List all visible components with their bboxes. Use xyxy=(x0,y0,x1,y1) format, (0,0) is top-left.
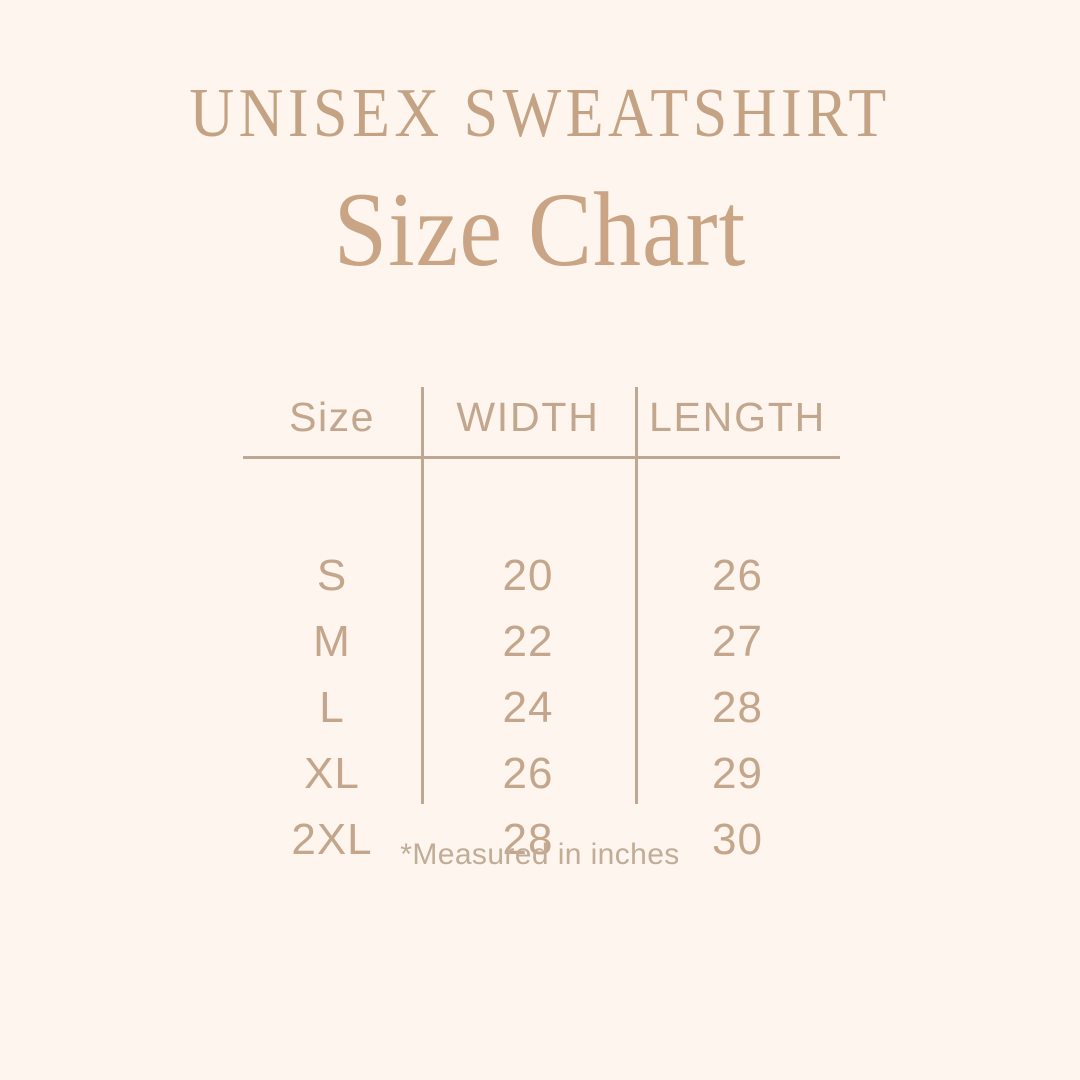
size-table: Size WIDTH LENGTH S 20 26 M 22 27 L 24 xyxy=(243,383,840,864)
cell-width: 20 xyxy=(502,551,554,600)
cell-width: 28 xyxy=(502,815,554,864)
title-size-chart: Size Chart xyxy=(333,170,747,289)
cell-size: M xyxy=(313,617,351,666)
cell-width: 24 xyxy=(502,683,554,732)
cell-width: 26 xyxy=(502,749,554,798)
column-divider-1 xyxy=(421,387,424,804)
cell-length: 26 xyxy=(712,551,763,600)
cell-length: 27 xyxy=(712,617,763,666)
column-divider-2 xyxy=(635,387,638,804)
cell-length: 30 xyxy=(712,815,763,864)
header-divider xyxy=(243,456,840,459)
table-row: S 20 26 xyxy=(243,527,840,609)
table-row: L 24 28 xyxy=(243,675,840,741)
table-row: XL 26 29 xyxy=(243,741,840,807)
column-header-length: LENGTH xyxy=(648,394,827,440)
cell-size: 2XL xyxy=(291,815,373,864)
cell-length: 29 xyxy=(712,749,763,798)
cell-length: 28 xyxy=(712,683,763,732)
table-body: S 20 26 M 22 27 L 24 28 XL 26 29 xyxy=(243,527,840,873)
cell-size: XL xyxy=(304,749,360,798)
size-table-grid: Size WIDTH LENGTH S 20 26 M 22 27 L 24 xyxy=(243,383,840,873)
measurement-note: *Measured in inches xyxy=(400,838,680,871)
column-header-width: WIDTH xyxy=(456,394,600,440)
cell-size: L xyxy=(319,683,345,732)
page-title: UNISEX SWEATSHIRT Size Chart xyxy=(0,75,1080,282)
cell-width: 22 xyxy=(502,617,554,666)
table-row: 2XL 28 30 xyxy=(243,807,840,873)
table-header-row: Size WIDTH LENGTH xyxy=(243,383,840,451)
table-row: M 22 27 xyxy=(243,609,840,675)
title-product-line: UNISEX SWEATSHIRT xyxy=(189,75,891,152)
column-header-size: Size xyxy=(289,394,375,440)
cell-size: S xyxy=(316,551,348,600)
